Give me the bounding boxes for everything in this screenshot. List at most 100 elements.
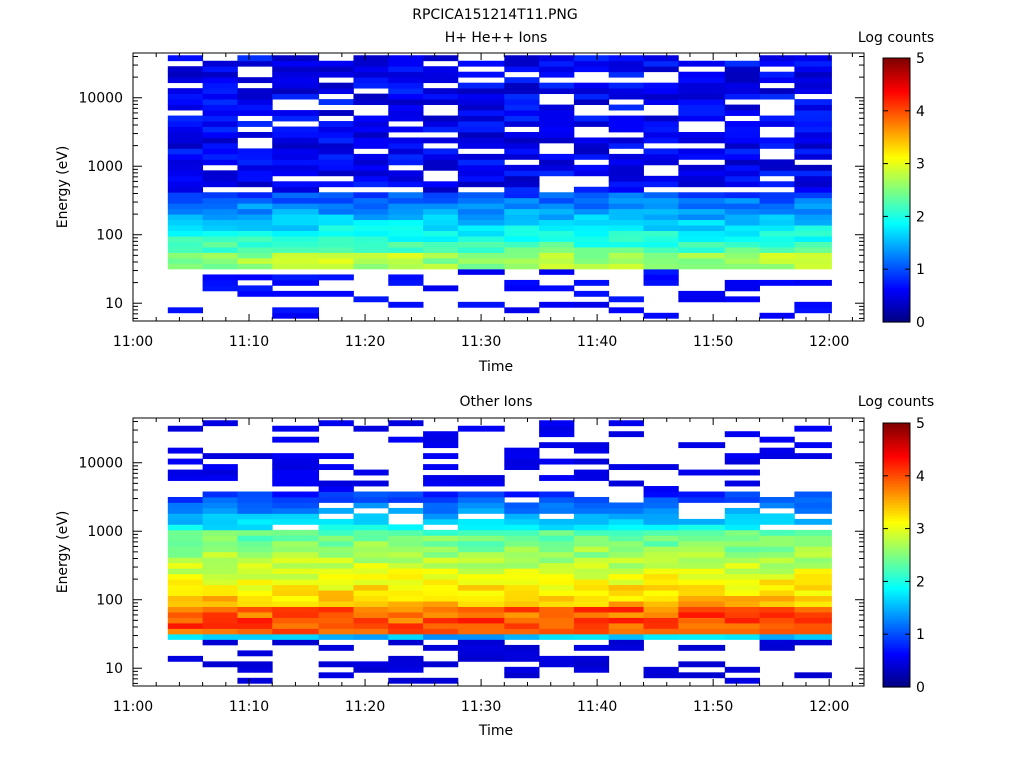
heatmap-cell [202, 551, 238, 558]
colorbar-segment [883, 528, 910, 532]
heatmap-cell [504, 447, 540, 454]
colorbar-segment [883, 652, 910, 656]
heatmap-cell [388, 590, 424, 597]
heatmap-cell [167, 93, 204, 100]
heatmap-cell [643, 181, 679, 188]
heatmap-cell [794, 529, 832, 536]
heatmap-cell [237, 650, 273, 657]
heatmap-cell [678, 60, 726, 67]
heatmap-cell [539, 214, 575, 221]
heatmap-cell [504, 672, 540, 679]
heatmap-cell [678, 469, 726, 476]
colorbar-segment [883, 245, 910, 249]
heatmap-cell [423, 219, 459, 226]
heatmap-cell [318, 126, 354, 133]
heatmap-cell [794, 568, 832, 575]
heatmap-cell [539, 606, 575, 613]
heatmap-cell [794, 219, 832, 226]
heatmap-cell [457, 633, 505, 640]
heatmap-cell [318, 274, 354, 281]
heatmap-cell [388, 540, 424, 547]
heatmap-cell [457, 540, 505, 547]
heatmap-cell [423, 496, 459, 503]
heatmap-cell [643, 153, 679, 160]
heatmap-cell [353, 666, 389, 673]
heatmap-cell [608, 263, 644, 270]
heatmap-cell [724, 568, 760, 575]
heatmap-cell [353, 601, 389, 607]
colorbar-segment [883, 457, 910, 461]
colorbar-segment [883, 673, 910, 678]
heatmap-cell [167, 181, 204, 188]
heatmap-cell [318, 420, 354, 427]
panel-2: Other Ions 11:00 11:10 11:20 11:30 11:40 11:5… [55, 394, 934, 739]
heatmap-cell [272, 225, 320, 232]
heatmap-cell [759, 159, 795, 166]
heatmap-cell [457, 595, 505, 602]
heatmap-cell [353, 518, 389, 525]
heatmap-cell [202, 241, 238, 248]
heatmap-cell [457, 192, 505, 199]
heatmap-cell [167, 55, 204, 62]
colorbar-segment [883, 650, 910, 654]
heatmap-cell [457, 557, 505, 564]
heatmap-cell [573, 447, 610, 454]
heatmap-cell [318, 230, 354, 237]
colorbar-segment [883, 131, 910, 136]
heatmap-cell [573, 612, 610, 618]
panel-2-colorbar-label: Log counts [858, 394, 934, 410]
heatmap-cell [202, 628, 238, 635]
heatmap-cell [573, 192, 610, 199]
heatmap-cell [353, 170, 389, 177]
heatmap-cell [724, 279, 760, 286]
heatmap-cell [678, 192, 726, 199]
heatmap-cell [794, 672, 832, 679]
heatmap-cell [643, 66, 679, 73]
heatmap-cell [457, 71, 505, 78]
heatmap-cell [388, 175, 424, 182]
heatmap-cell [237, 677, 273, 684]
heatmap-cell [643, 82, 679, 89]
heatmap-cell [423, 285, 459, 292]
colorbar-segment [883, 250, 910, 254]
heatmap-cell [272, 110, 320, 116]
heatmap-cell [794, 307, 832, 314]
heatmap-cell [388, 60, 424, 67]
heatmap-cell [423, 606, 459, 613]
heatmap-cell [573, 93, 610, 100]
heatmap-cell [678, 230, 726, 237]
heatmap-cell [608, 568, 644, 575]
colorbar-segment [883, 599, 910, 604]
x-tick-label: 11:20 [345, 334, 385, 350]
heatmap-cell [457, 491, 505, 498]
heatmap-cell [167, 225, 204, 232]
colorbar-segment [883, 475, 910, 480]
heatmap-cell [794, 110, 832, 116]
heatmap-cell [318, 71, 354, 78]
colorbar-segment [883, 584, 910, 588]
heatmap-cell [457, 529, 505, 536]
heatmap-cell [724, 557, 760, 564]
heatmap-cell [202, 137, 238, 144]
heatmap-cell [202, 66, 238, 73]
heatmap-cell [388, 110, 424, 116]
heatmap-cell [724, 104, 760, 111]
heatmap-cell [167, 447, 204, 454]
heatmap-cell [272, 557, 320, 564]
heatmap-cell [388, 104, 424, 111]
colorbar-segment [883, 211, 910, 215]
heatmap-cell [318, 263, 354, 270]
heatmap-cell [759, 230, 795, 237]
heatmap-cell [272, 82, 320, 89]
heatmap-cell [388, 628, 424, 635]
colorbar-segment [883, 621, 910, 625]
heatmap-cell [202, 225, 238, 232]
heatmap-cell [167, 71, 204, 78]
heatmap-cell [539, 475, 575, 481]
heatmap-cell [724, 82, 760, 89]
colorbar-segment [883, 523, 910, 527]
heatmap-cell [504, 628, 540, 635]
heatmap-cell [608, 480, 644, 487]
heatmap-cell [573, 590, 610, 597]
heatmap-cell [759, 192, 795, 199]
